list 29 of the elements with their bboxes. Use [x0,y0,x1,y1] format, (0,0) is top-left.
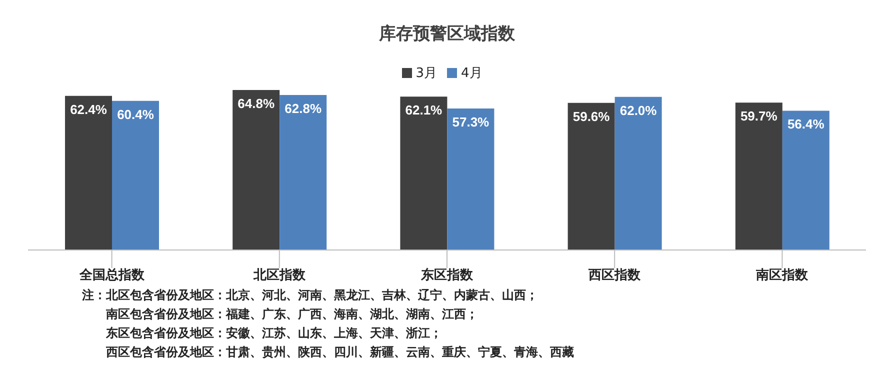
x-tick-label: 东区指数 [420,267,474,284]
bar [447,108,494,250]
bar [232,90,280,250]
bar [280,94,327,250]
data-label: 57.3% [452,114,490,130]
bar [112,100,159,250]
bar [568,102,615,250]
data-label: 62.8% [284,100,322,116]
bar [65,96,112,250]
bar [735,102,782,250]
chart-title: 库存预警区域指数 [378,23,516,46]
data-label: 60.4% [117,106,154,122]
data-label: 64.8% [238,96,275,111]
legend-label: 4月 [461,66,482,81]
bar [782,110,830,250]
bar [400,96,448,250]
x-tick-label: 南区指数 [755,268,810,284]
x-tick-label: 全国总指数 [78,267,146,284]
x-tick-label: 北区指数 [252,268,306,284]
data-label: 62.1% [405,102,443,118]
x-tick-label: 西区指数 [588,268,642,284]
legend-label: 3月 [416,66,437,81]
data-label: 56.4% [787,116,825,132]
data-label: 62.4% [70,102,108,117]
data-label: 62.0% [620,102,658,118]
data-label: 59.7% [740,108,778,124]
notes: 注：北区包含省份及地区：北京、河北、河南、黑龙江、吉林、辽宁、内蒙古、山西； 南区包含省份及地区：福建、广东、广西、海南、湖北、湖南、江西； 东区包含省份及地区：安徽、江苏、山东、上海、天津、浙江； 西区包含省份及地区：甘肃、贵州、陕西、四川、新疆、云南、重庆、宁夏、青海、西藏 [81,287,575,361]
data-label: 59.6% [572,108,610,124]
bar [614,96,662,250]
